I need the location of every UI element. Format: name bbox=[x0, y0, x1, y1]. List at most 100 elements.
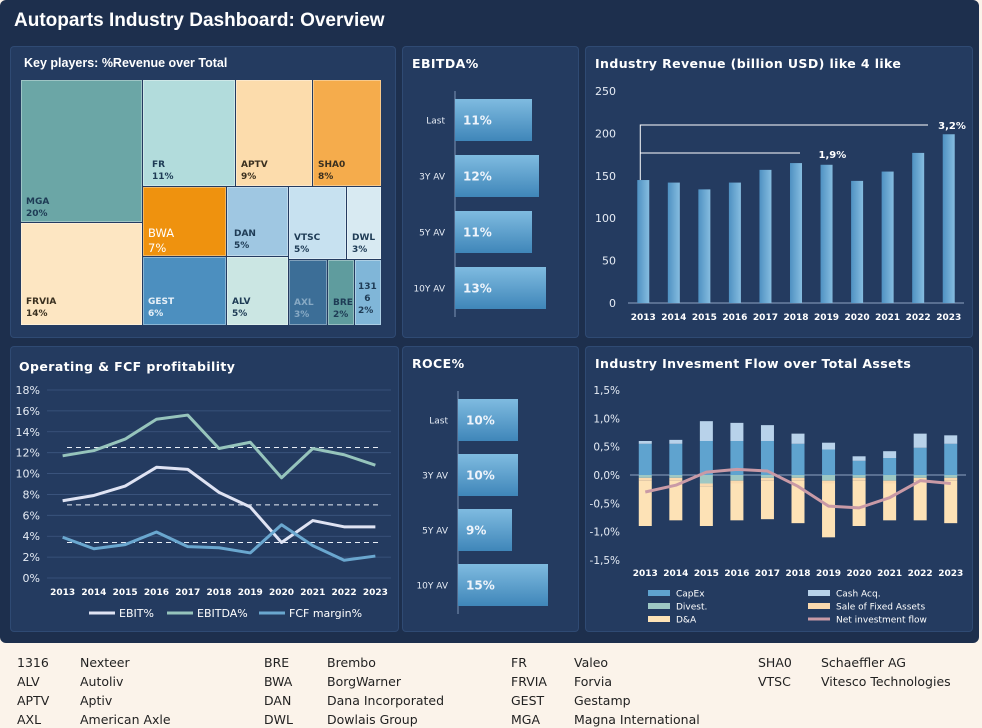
investment-bar-segment bbox=[913, 447, 927, 475]
profitability-ytick-label: 4% bbox=[23, 530, 40, 543]
investment-bar-segment bbox=[944, 477, 958, 481]
investment-bar-segment bbox=[883, 458, 897, 475]
treemap-tile-pct: 5% bbox=[232, 309, 248, 319]
revenue-ytick-label: 100 bbox=[595, 212, 616, 225]
glossary-code: AXL bbox=[17, 712, 42, 727]
investment-legend-label: D&A bbox=[676, 616, 697, 626]
roce-bar bbox=[458, 399, 518, 441]
profitability-ytick-label: 12% bbox=[16, 447, 40, 460]
revenue-cagr-bracket-long bbox=[639, 124, 928, 181]
ebitda-value-label: 13% bbox=[463, 282, 492, 296]
ticker-glossary: 1316 Nexteer ALV Autoliv APTV Aptiv AXL America… bbox=[0, 648, 982, 728]
profitability-line-ebit- bbox=[62, 465, 376, 544]
treemap: MGA 20% FRVIA 14% FR 11% APTV 9% SHA0 8% BWA 7% DAN 5… bbox=[21, 80, 383, 326]
glossary-code: FRVIA bbox=[511, 674, 547, 689]
profitability-ytick-label: 8% bbox=[23, 488, 40, 501]
investment-xtick-label: 2017 bbox=[755, 569, 780, 579]
investment-bar-segment bbox=[699, 486, 713, 526]
profitability-xtick-label: 2015 bbox=[113, 588, 138, 598]
glossary-code: DAN bbox=[264, 693, 292, 708]
investment-bar-segment bbox=[730, 480, 744, 484]
investment-xtick-label: 2023 bbox=[938, 569, 963, 579]
treemap-tile-pct: 5% bbox=[234, 241, 250, 251]
investment-xtick-label: 2015 bbox=[694, 569, 719, 579]
treemap-tile-pct: 5% bbox=[294, 245, 310, 255]
treemap-tile-code: MGA bbox=[26, 197, 50, 207]
investment-bar-segment bbox=[791, 475, 805, 478]
glossary-code: VTSC bbox=[758, 674, 791, 689]
investment-bar-segment bbox=[791, 477, 805, 481]
profitability-xtick-label: 2016 bbox=[144, 588, 169, 598]
glossary-code: DWL bbox=[264, 712, 293, 727]
profitability-ytick-label: 2% bbox=[23, 551, 40, 564]
investment-bar-segment bbox=[822, 449, 836, 475]
investment-bar-segment bbox=[852, 456, 866, 461]
investment-bar-segment bbox=[699, 421, 713, 441]
profitability-legend-label: FCF margin% bbox=[289, 607, 362, 620]
ebitda-bar bbox=[455, 99, 532, 141]
glossary-company-name: Gestamp bbox=[574, 693, 631, 708]
treemap-tile-axl: AXL 3% bbox=[289, 260, 327, 325]
glossary-code: 1316 bbox=[17, 655, 49, 670]
profitability-xtick-label: 2023 bbox=[363, 588, 388, 598]
investment-bar-segment bbox=[669, 480, 683, 521]
roce-value-label: 9% bbox=[466, 524, 486, 538]
investment-bar-segment bbox=[883, 483, 897, 521]
profitability-xtick-label: 2014 bbox=[81, 588, 106, 598]
investment-bar-segment bbox=[913, 480, 927, 521]
treemap-tile-mga: MGA 20% bbox=[21, 80, 142, 222]
investment-bar-segment bbox=[638, 441, 652, 444]
revenue-ytick-label: 0 bbox=[609, 297, 616, 310]
investment-xtick-label: 2018 bbox=[785, 569, 810, 579]
investment-bar-segment bbox=[669, 475, 683, 478]
investment-bar-segment bbox=[944, 443, 958, 475]
investment-bar-segment bbox=[730, 475, 744, 481]
profitability-xtick-label: 2017 bbox=[175, 588, 200, 598]
investment-bar-segment bbox=[760, 475, 774, 478]
revenue-xtick-label: 2020 bbox=[845, 313, 870, 323]
investment-legend-label: Divest. bbox=[676, 603, 707, 613]
treemap-tile-label: SHA0 8% bbox=[318, 159, 345, 183]
revenue-xtick-label: 2022 bbox=[906, 313, 931, 323]
investment-legend-label: CapEx bbox=[676, 590, 705, 600]
investment-legend-swatch bbox=[648, 603, 670, 609]
revenue-cagr-label: 3,2% bbox=[938, 121, 966, 132]
profitability-xtick-label: 2022 bbox=[332, 588, 357, 598]
investment-bar-segment bbox=[760, 425, 774, 441]
glossary-company-name: BorgWarner bbox=[327, 674, 401, 689]
investment-bar-segment bbox=[638, 443, 652, 475]
treemap-tile-dan: DAN 5% bbox=[227, 187, 288, 256]
investment-bar-segment bbox=[730, 422, 744, 441]
glossary-company-name: Dana Incorporated bbox=[327, 693, 445, 708]
roce-bar bbox=[458, 564, 548, 606]
treemap-tile-code: DAN bbox=[234, 229, 256, 239]
investment-bar-segment bbox=[730, 483, 744, 521]
treemap-tile-pct: 14% bbox=[26, 309, 48, 319]
investment-bar-segment bbox=[852, 480, 866, 526]
investment-xtick-label: 2021 bbox=[877, 569, 902, 579]
revenue-bar bbox=[698, 189, 711, 303]
roce-category-label: 5Y AV bbox=[422, 527, 449, 537]
investment-bar-segment bbox=[944, 475, 958, 478]
investment-bar-segment bbox=[852, 477, 866, 481]
investment-bar-segment bbox=[699, 475, 713, 484]
investment-legend-swatch bbox=[808, 603, 830, 609]
glossary-company-name: Brembo bbox=[327, 655, 376, 670]
revenue-bar bbox=[790, 163, 802, 303]
glossary-code: FR bbox=[511, 655, 527, 670]
treemap-tile-label: DAN 5% bbox=[234, 228, 256, 252]
investment-bar-segment bbox=[944, 480, 958, 524]
investment-xtick-label: 2014 bbox=[663, 569, 688, 579]
treemap-tile-code: APTV bbox=[241, 160, 268, 170]
investment-title: Industry Invesment Flow over Total Asset… bbox=[595, 356, 912, 371]
investment-bar-segment bbox=[944, 435, 958, 444]
revenue-xtick-label: 2021 bbox=[875, 313, 900, 323]
revenue-title: Industry Revenue (billion USD) like 4 li… bbox=[595, 56, 902, 71]
investment-bar-segment bbox=[791, 480, 805, 524]
treemap-tile-label: APTV 9% bbox=[241, 159, 268, 183]
ebitda-bar bbox=[455, 155, 539, 197]
glossary-company-name: Forvia bbox=[574, 674, 613, 689]
investment-bar-segment bbox=[760, 477, 774, 481]
treemap-tile-code: 131 6 bbox=[358, 282, 377, 304]
treemap-tile-label: VTSC 5% bbox=[294, 232, 320, 256]
